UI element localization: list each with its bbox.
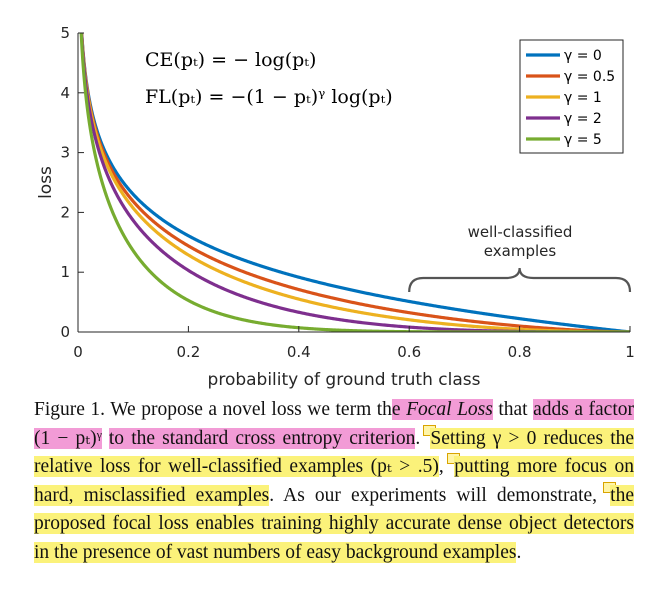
annotation-brace bbox=[408, 267, 632, 293]
x-axis-label: probability of ground truth class bbox=[208, 370, 481, 390]
y-axis-label: loss bbox=[36, 166, 56, 199]
caption-highlight-criterion: to the standard cross entropy criterion bbox=[108, 427, 416, 449]
y-tick-label: 1 bbox=[60, 263, 70, 281]
loss-curve-series-2 bbox=[79, 33, 630, 332]
x-tick-label: 0 bbox=[73, 343, 83, 361]
focal-loss-term: Focal Loss bbox=[406, 399, 493, 420]
y-tick-label: 4 bbox=[60, 84, 70, 102]
x-tick-label: 0.8 bbox=[508, 343, 532, 361]
loss-curve-series-0 bbox=[80, 33, 630, 332]
caption-highlight-focal-loss: e Focal Loss bbox=[391, 399, 493, 420]
legend-label: γ = 0 bbox=[564, 48, 602, 64]
annotation-text: well-classified bbox=[468, 223, 573, 241]
legend-label: γ = 0.5 bbox=[564, 69, 615, 85]
y-tick-label: 2 bbox=[60, 203, 70, 221]
figure-caption: Figure 1. We propose a novel loss we ter… bbox=[34, 399, 635, 563]
caption-lead: Figure 1. We propose a novel loss we ter… bbox=[34, 399, 392, 420]
legend-label: γ = 1 bbox=[564, 90, 602, 106]
legend-label: γ = 5 bbox=[564, 132, 602, 148]
x-tick-label: 0.6 bbox=[397, 343, 421, 361]
focal-loss-chart: 0 0.2 0.4 0.6 0.8 1 0 1 2 3 4 5 probability of groun… bbox=[36, 24, 635, 390]
x-tick-label: 0.2 bbox=[176, 343, 200, 361]
y-tick-label: 5 bbox=[60, 24, 70, 42]
x-tick-label: 0.4 bbox=[287, 343, 311, 361]
fl-formula: FL(pₜ) = −(1 − pₜ)ᵞ log(pₜ) bbox=[145, 86, 393, 108]
y-tick-label: 3 bbox=[60, 144, 70, 162]
annotation-text: examples bbox=[484, 242, 557, 260]
y-tick-label: 0 bbox=[60, 323, 70, 341]
legend-label: γ = 2 bbox=[564, 111, 602, 127]
ce-formula: CE(pₜ) = − log(pₜ) bbox=[145, 49, 316, 71]
x-tick-label: 1 bbox=[625, 343, 635, 361]
loss-curve-series-1 bbox=[80, 33, 630, 332]
